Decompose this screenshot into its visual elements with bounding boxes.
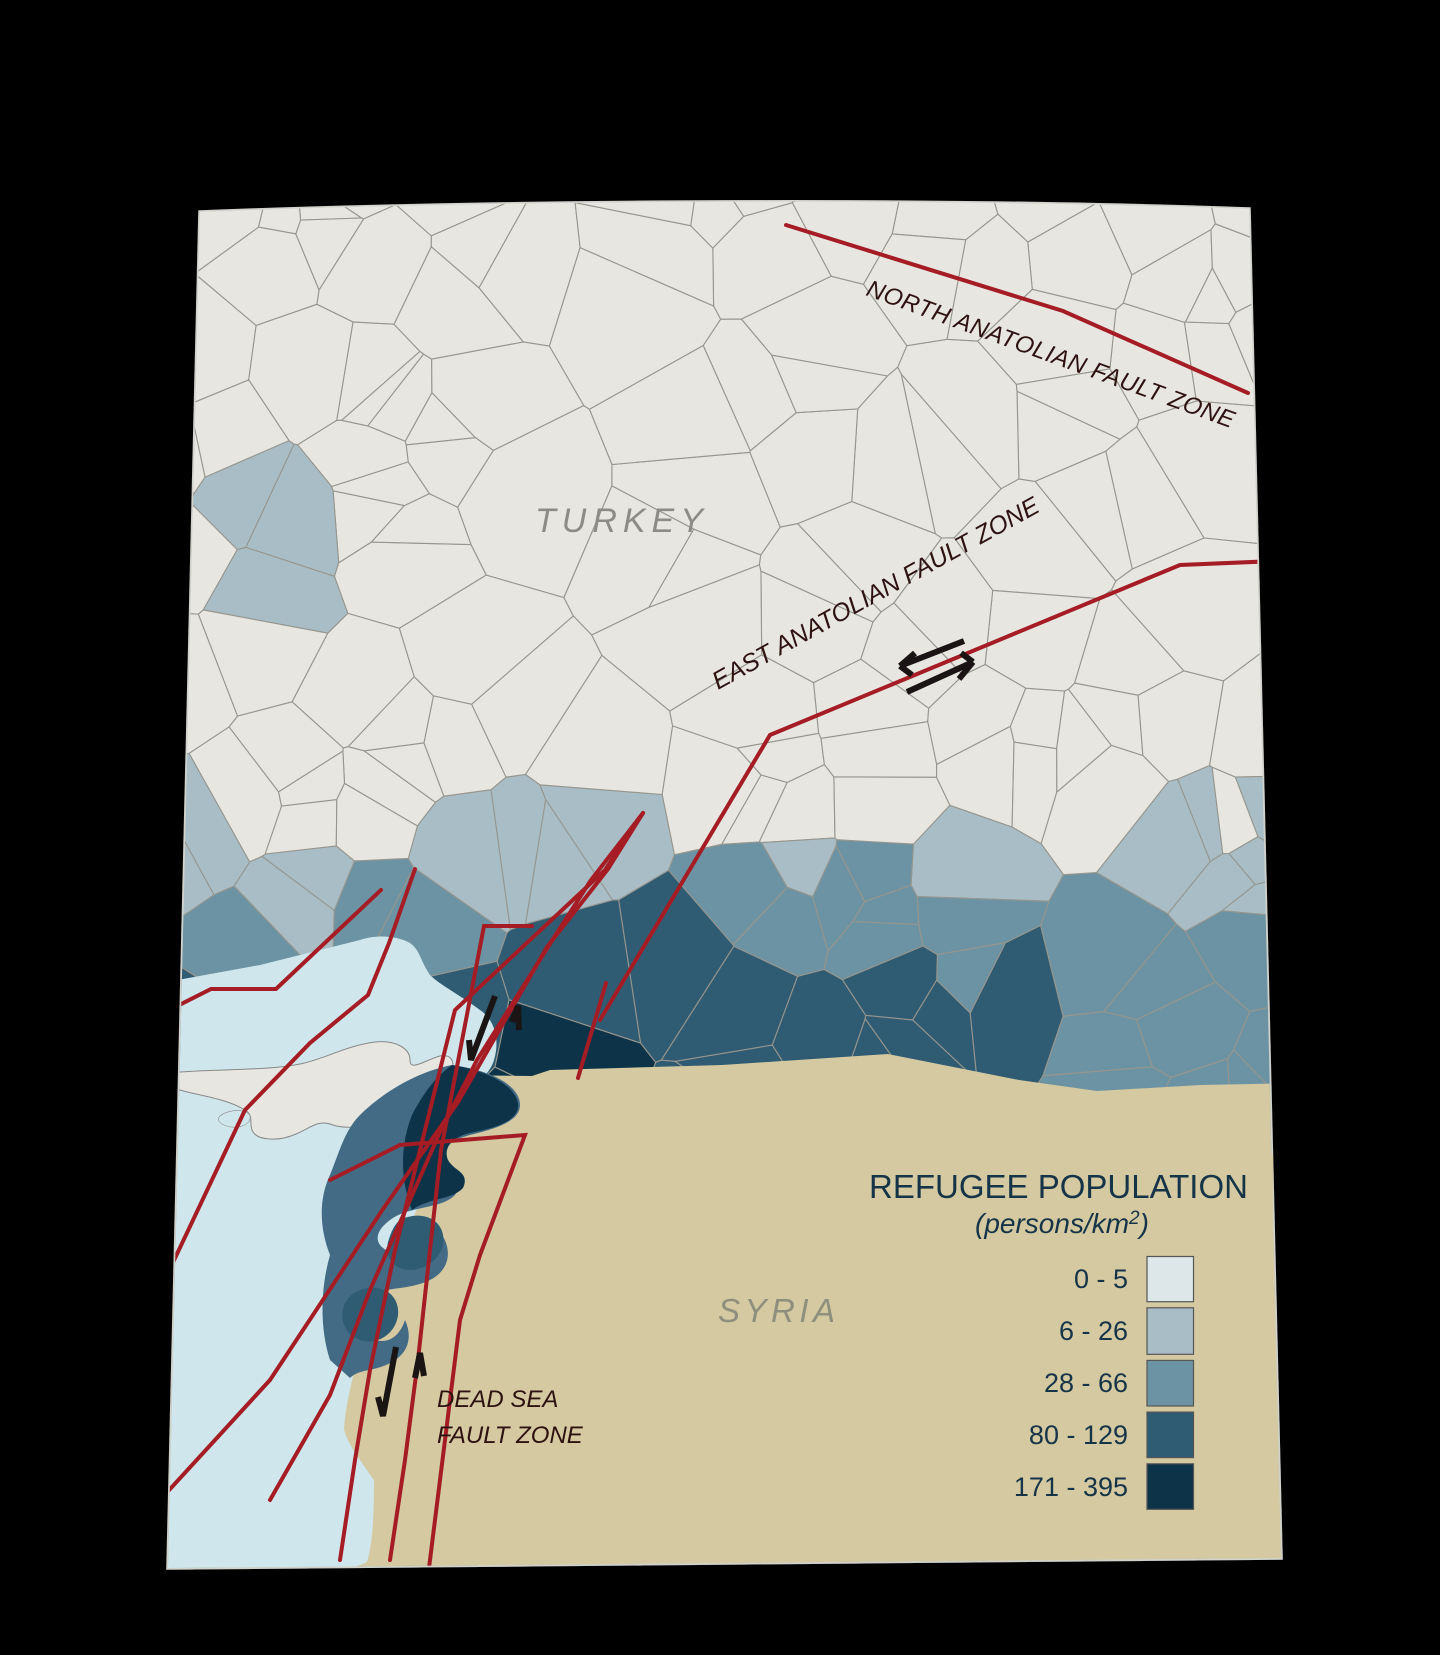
svg-text:0 - 5: 0 - 5 xyxy=(1074,1264,1128,1294)
svg-text:REFUGEE POPULATION: REFUGEE POPULATION xyxy=(869,1168,1248,1205)
svg-text:80 - 129: 80 - 129 xyxy=(1029,1420,1128,1450)
svg-text:FAULT ZONE: FAULT ZONE xyxy=(437,1422,584,1449)
svg-text:DEAD SEA: DEAD SEA xyxy=(437,1386,558,1413)
svg-text:SYRIA: SYRIA xyxy=(718,1292,840,1329)
svg-text:TURKEY: TURKEY xyxy=(535,502,709,540)
svg-text:6 - 26: 6 - 26 xyxy=(1059,1316,1128,1346)
svg-text:171 - 395: 171 - 395 xyxy=(1014,1472,1128,1502)
svg-text:28 - 66: 28 - 66 xyxy=(1044,1368,1128,1398)
svg-text:(persons/km2): (persons/km2) xyxy=(975,1208,1149,1239)
